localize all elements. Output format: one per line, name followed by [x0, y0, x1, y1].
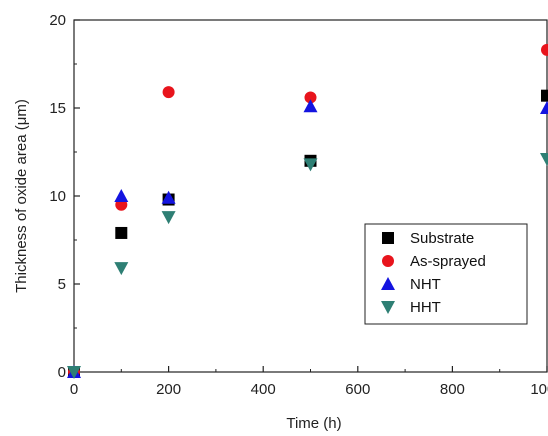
- data-point-hht: [114, 262, 129, 276]
- x-tick-label: 600: [345, 381, 370, 398]
- data-point-hht: [67, 366, 81, 379]
- data-point-as-sprayed: [162, 86, 175, 99]
- legend-marker-hht: [381, 301, 395, 314]
- data-point-nht: [303, 99, 318, 113]
- y-tick-label: 20: [49, 12, 66, 29]
- data-point-nht: [114, 189, 129, 202]
- legend-label-as-sprayed: As-sprayed: [410, 253, 486, 270]
- y-tick-label: 0: [58, 364, 66, 381]
- y-tick-label: 10: [49, 188, 66, 205]
- data-point-substrate: [115, 226, 128, 239]
- axis-ticks: 0 200 400 600 800 1000 0 5 10 15 20: [49, 12, 548, 398]
- data-point-hht: [540, 153, 548, 167]
- legend: Substrate As-sprayed NHT HHT: [364, 223, 528, 325]
- legend-marker-nht: [381, 277, 395, 290]
- y-tick-label: 15: [49, 100, 66, 117]
- legend-label-hht: HHT: [410, 299, 441, 316]
- data-point-as-sprayed: [304, 91, 317, 104]
- x-tick-label: 1000: [530, 381, 548, 398]
- x-tick-label: 200: [156, 381, 181, 398]
- x-tick-label: 0: [70, 381, 78, 398]
- y-axis-title: Thickness of oxide area (μm): [13, 99, 30, 293]
- data-point-substrate: [541, 89, 548, 102]
- legend-label-nht: NHT: [410, 276, 441, 293]
- legend-marker-substrate: [382, 232, 394, 244]
- y-tick-label: 5: [58, 276, 66, 293]
- data-point-as-sprayed: [541, 43, 548, 56]
- data-point-nht: [540, 101, 548, 114]
- legend-label-substrate: Substrate: [410, 230, 474, 247]
- x-tick-label: 400: [251, 381, 276, 398]
- x-tick-label: 800: [440, 381, 465, 398]
- data-point-hht: [161, 211, 176, 225]
- legend-marker-as-sprayed: [382, 255, 394, 267]
- data-point-nht: [161, 190, 176, 204]
- data-point-hht: [303, 158, 318, 172]
- data-points: [67, 43, 548, 379]
- x-axis-title: Time (h): [286, 415, 341, 432]
